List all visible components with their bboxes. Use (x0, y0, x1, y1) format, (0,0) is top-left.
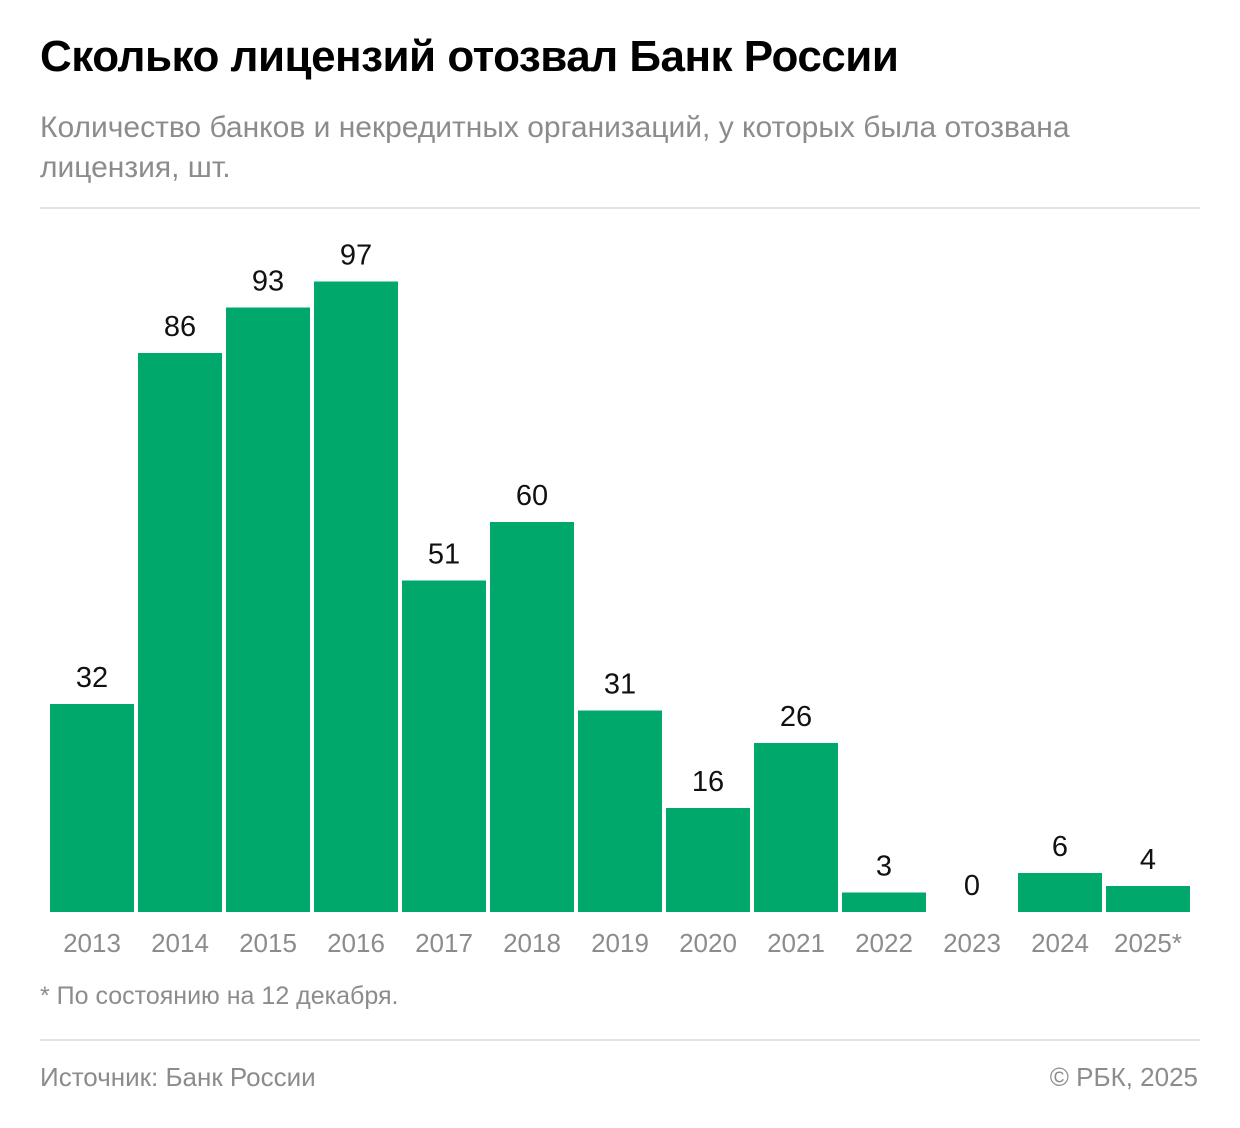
value-label-2017: 51 (428, 539, 460, 571)
value-label-2025: 4 (1140, 844, 1156, 876)
bar-2019 (578, 710, 662, 912)
bar-2022 (842, 892, 926, 912)
chart-title: Сколько лицензий отозвал Банк России (40, 32, 899, 81)
x-tick-label-2020: 2020 (679, 928, 737, 958)
top-divider (40, 207, 1200, 209)
value-label-2015: 93 (252, 266, 284, 298)
bar-chart: 3220138620149320159720165120176020183120… (50, 240, 1190, 958)
value-label-2024: 6 (1052, 831, 1068, 863)
x-tick-label-2018: 2018 (503, 928, 561, 958)
x-tick-label-2023: 2023 (943, 928, 1001, 958)
value-label-2023: 0 (964, 870, 980, 902)
x-tick-label-2025: 2025* (1114, 928, 1182, 958)
footnote: * По состоянию на 12 декабря. (40, 982, 399, 1010)
bar-2024 (1018, 873, 1102, 912)
x-tick-label-2014: 2014 (151, 928, 209, 958)
value-label-2014: 86 (164, 311, 196, 343)
x-tick-label-2019: 2019 (591, 928, 649, 958)
x-tick-label-2013: 2013 (63, 928, 121, 958)
x-tick-label-2015: 2015 (239, 928, 297, 958)
value-label-2013: 32 (76, 662, 108, 694)
bar-2016 (314, 281, 398, 912)
source-label: Источник: Банк России (40, 1062, 316, 1092)
bar-2013 (50, 704, 134, 912)
copyright-label: © РБК, 2025 (1049, 1062, 1198, 1092)
bottom-divider (40, 1039, 1200, 1041)
bar-2021 (754, 743, 838, 912)
bar-2014 (138, 353, 222, 912)
value-label-2020: 16 (692, 766, 724, 798)
x-tick-label-2016: 2016 (327, 928, 385, 958)
bar-2025 (1106, 886, 1190, 912)
value-label-2022: 3 (876, 851, 892, 883)
value-label-2018: 60 (516, 480, 548, 512)
x-tick-label-2017: 2017 (415, 928, 473, 958)
bar-2018 (490, 522, 574, 912)
value-label-2016: 97 (340, 240, 372, 272)
value-label-2021: 26 (780, 701, 812, 733)
bar-2015 (226, 307, 310, 912)
value-label-2019: 31 (604, 669, 636, 701)
x-tick-label-2024: 2024 (1031, 928, 1089, 958)
chart-subtitle: Количество банков и некредитных организа… (40, 111, 1070, 184)
bar-2020 (666, 808, 750, 912)
x-tick-label-2022: 2022 (855, 928, 913, 958)
x-tick-label-2021: 2021 (767, 928, 825, 958)
bar-2017 (402, 580, 486, 912)
